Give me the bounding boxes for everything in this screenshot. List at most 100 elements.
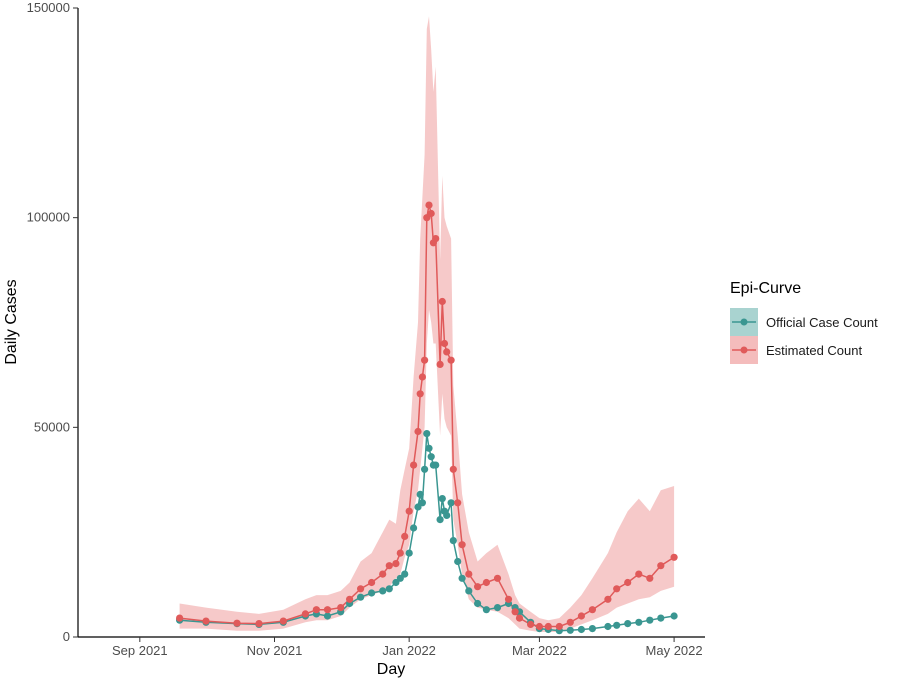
estimated-count-point (176, 614, 184, 622)
estimated-count-point (443, 348, 451, 356)
official-case-count-point (427, 453, 435, 461)
official-case-count-point (410, 524, 418, 532)
legend-key-official (730, 308, 758, 336)
estimated-count-point (427, 209, 435, 218)
estimated-count-point (385, 562, 393, 570)
official-case-count-point (418, 499, 426, 507)
estimated-count-point (535, 622, 544, 631)
official-case-count-point (566, 626, 574, 634)
x-tick-label: Mar 2022 (512, 643, 567, 658)
x-tick-label: Nov 2021 (247, 643, 303, 658)
axes (77, 8, 705, 638)
official-case-count-point (670, 612, 678, 620)
estimated-count-point (440, 339, 449, 348)
x-tick-label: May 2022 (646, 643, 703, 658)
official-case-count-point (458, 574, 466, 582)
official-case-count-point (436, 516, 444, 524)
official-case-count-point (577, 625, 586, 634)
official-case-count-point (416, 490, 424, 498)
y-tick-label: 0 (63, 629, 70, 644)
estimated-count-point (357, 585, 365, 593)
official-case-count-point (454, 557, 462, 566)
official-case-count-point (438, 495, 446, 503)
y-ticks: 0 50000 100000 150000 (27, 0, 78, 644)
estimated-count-point (346, 595, 354, 603)
estimated-count-point (379, 570, 387, 578)
estimated-count-point (418, 373, 426, 381)
official-case-count-point (474, 599, 482, 608)
y-tick-label: 50000 (34, 419, 70, 434)
estimated-count-point (337, 604, 345, 612)
x-tick-label: Jan 2022 (382, 643, 436, 658)
estimated-count-point (396, 549, 404, 557)
estimated-count-point (604, 595, 612, 603)
official-case-count-point (588, 625, 597, 633)
y-axis-title: Daily Cases (3, 279, 20, 364)
estimated-count-point (233, 619, 241, 627)
legend-key-estimated (730, 336, 758, 364)
estimated-count-point (474, 583, 482, 591)
estimated-count-band (179, 16, 675, 632)
estimated-count-point (255, 620, 263, 628)
official-case-count-point (425, 444, 433, 452)
estimated-count-point (577, 612, 586, 620)
legend-title: Epi-Curve (730, 280, 802, 297)
y-tick-label: 100000 (27, 210, 70, 225)
estimated-count-point (504, 595, 513, 603)
estimated-count-point (447, 356, 455, 364)
official-case-count-point (613, 621, 621, 629)
legend-item-estimated: Estimated Count (730, 336, 878, 364)
official-case-count-point (423, 430, 431, 438)
estimated-count-point (432, 235, 440, 243)
estimated-count-point (368, 578, 376, 587)
estimated-count-point (657, 562, 665, 570)
estimated-count-point (438, 297, 446, 306)
official-case-count-point (443, 511, 451, 519)
official-case-count-point (465, 587, 473, 595)
estimated-count-point (416, 390, 424, 398)
estimated-count-point (436, 360, 444, 368)
estimated-count-point (392, 560, 400, 568)
estimated-count-point (421, 356, 429, 364)
series-points (176, 201, 678, 635)
estimated-count-point (410, 461, 418, 469)
estimated-count-point (646, 574, 654, 582)
official-case-count-point (421, 465, 429, 473)
estimated-count-point (312, 606, 320, 614)
estimated-count-point (465, 570, 473, 578)
official-case-count-point (432, 461, 440, 469)
legend-label-official: Official Case Count (766, 314, 878, 330)
official-case-count-point (493, 604, 502, 612)
x-tick-label: Sep 2021 (112, 643, 168, 658)
official-case-count-point (401, 570, 409, 578)
confidence-bands (179, 16, 675, 632)
official-case-count-point (379, 587, 387, 595)
estimated-count-point (405, 507, 413, 515)
estimated-count-point (454, 499, 462, 507)
x-ticks: Sep 2021 Nov 2021 Jan 2022 Mar 2022 May 2022 (112, 637, 703, 658)
official-case-count-point (624, 620, 632, 628)
legend: Epi-Curve Official Case Count Estimated … (730, 280, 878, 364)
estimated-count-point (515, 614, 524, 622)
official-case-count-point (635, 618, 643, 626)
estimated-count-point (527, 620, 535, 629)
official-case-count-point (368, 589, 376, 597)
official-case-count-point (657, 614, 665, 622)
estimated-count-point (493, 574, 502, 582)
estimated-count-point (414, 427, 422, 436)
estimated-count-point (624, 578, 632, 587)
official-case-count-point (323, 612, 332, 620)
estimated-count-point (588, 606, 597, 614)
estimated-count-point (635, 570, 643, 578)
estimated-count-point (401, 532, 409, 541)
estimated-count-point (279, 617, 287, 625)
estimated-count-point (323, 606, 332, 614)
estimated-count-point (511, 608, 519, 616)
estimated-count-point (202, 617, 210, 625)
official-case-count-point (604, 622, 612, 631)
estimated-count-point (449, 465, 457, 473)
y-tick-label: 150000 (27, 0, 70, 15)
official-case-count-point (357, 593, 365, 601)
estimated-count-point (613, 585, 621, 593)
estimated-count-point (482, 578, 490, 587)
